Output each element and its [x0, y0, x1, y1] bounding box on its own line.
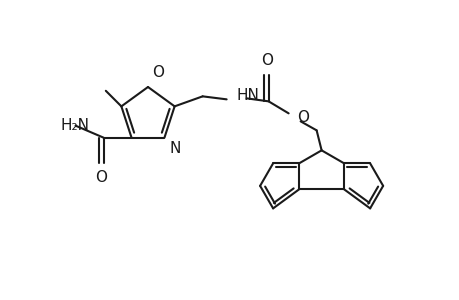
Text: HN: HN	[236, 88, 259, 103]
Text: O: O	[151, 65, 164, 80]
Text: O: O	[296, 110, 308, 125]
Text: H₂N: H₂N	[61, 118, 90, 133]
Text: O: O	[260, 53, 272, 68]
Text: O: O	[95, 170, 107, 185]
Text: N: N	[169, 141, 180, 156]
